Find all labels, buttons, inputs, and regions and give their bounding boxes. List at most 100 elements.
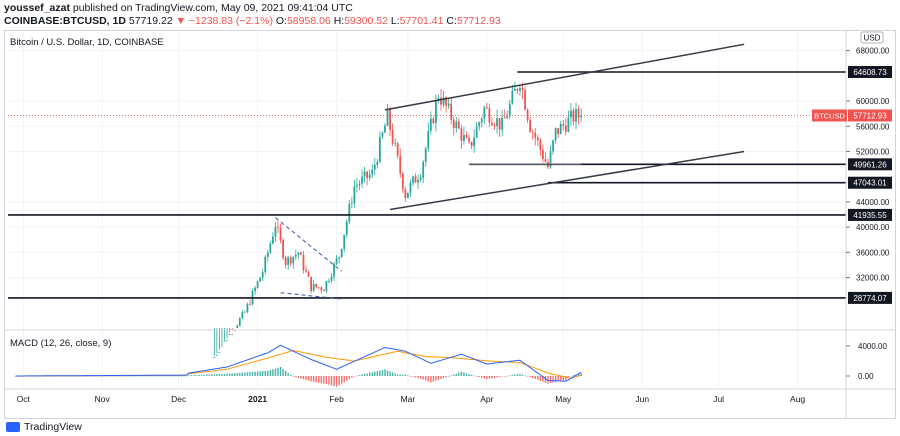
candle-body[interactable] xyxy=(407,192,409,198)
candle-body[interactable] xyxy=(236,325,239,328)
candle-body[interactable] xyxy=(440,97,442,105)
candle-body[interactable] xyxy=(391,129,394,144)
candle-body[interactable] xyxy=(498,118,501,130)
candle-body[interactable] xyxy=(552,140,554,152)
candle-body[interactable] xyxy=(394,143,397,145)
candle-body[interactable] xyxy=(437,97,440,101)
candle-body[interactable] xyxy=(373,164,376,170)
candle-body[interactable] xyxy=(312,283,315,292)
candle-body[interactable] xyxy=(539,140,542,150)
candle-body[interactable] xyxy=(478,122,481,127)
candle-body[interactable] xyxy=(516,88,519,91)
candle-body[interactable] xyxy=(570,110,572,118)
candle-body[interactable] xyxy=(424,148,427,162)
candle-body[interactable] xyxy=(557,128,560,134)
candle-body[interactable] xyxy=(284,257,287,265)
candle-body[interactable] xyxy=(307,271,310,277)
candle-body[interactable] xyxy=(274,226,277,237)
candle-body[interactable] xyxy=(218,352,221,354)
candle-body[interactable] xyxy=(353,186,356,204)
candle-body[interactable] xyxy=(493,125,496,127)
candle-body[interactable] xyxy=(371,169,374,175)
candle-body[interactable] xyxy=(447,103,450,106)
candle-body[interactable] xyxy=(544,159,547,162)
candle-body[interactable] xyxy=(460,128,463,141)
candle-body[interactable] xyxy=(231,334,234,335)
candle-body[interactable] xyxy=(254,287,256,292)
channel-upper-line[interactable] xyxy=(384,43,745,111)
candle-body[interactable] xyxy=(358,183,361,185)
signal-line[interactable] xyxy=(15,349,582,379)
candle-body[interactable] xyxy=(419,177,422,181)
candle-body[interactable] xyxy=(450,103,453,120)
candle-body[interactable] xyxy=(221,346,223,348)
candle-body[interactable] xyxy=(320,287,323,291)
author-name[interactable]: youssef_azat xyxy=(4,2,70,14)
candle-body[interactable] xyxy=(531,131,534,133)
candle-body[interactable] xyxy=(325,281,328,292)
candle-body[interactable] xyxy=(241,312,244,319)
candle-body[interactable] xyxy=(213,357,216,358)
candle-body[interactable] xyxy=(455,121,458,129)
candle-body[interactable] xyxy=(300,252,302,255)
candle-body[interactable] xyxy=(463,135,465,141)
candle-body[interactable] xyxy=(396,143,399,156)
candle-body[interactable] xyxy=(452,119,455,129)
candle-body[interactable] xyxy=(470,141,473,147)
candle-body[interactable] xyxy=(511,90,514,104)
candle-body[interactable] xyxy=(401,173,404,190)
candle-body[interactable] xyxy=(435,100,437,123)
candle-body[interactable] xyxy=(521,87,524,90)
candle-body[interactable] xyxy=(549,151,552,168)
candle-body[interactable] xyxy=(322,290,325,292)
candle-body[interactable] xyxy=(264,256,267,273)
candle-body[interactable] xyxy=(348,203,351,222)
candle-body[interactable] xyxy=(562,123,565,126)
channel-lower-line[interactable] xyxy=(389,150,745,211)
candle-body[interactable] xyxy=(343,234,346,249)
candle-body[interactable] xyxy=(422,161,425,178)
candle-body[interactable] xyxy=(223,340,226,342)
candle-body[interactable] xyxy=(350,203,353,204)
candle-body[interactable] xyxy=(485,107,488,109)
candle-body[interactable] xyxy=(363,171,366,177)
candle-body[interactable] xyxy=(412,176,414,183)
candle-body[interactable] xyxy=(559,123,562,134)
candle-body[interactable] xyxy=(575,108,577,122)
candle-body[interactable] xyxy=(261,272,264,278)
candle-body[interactable] xyxy=(580,115,582,118)
candle-body[interactable] xyxy=(503,117,506,119)
candle-body[interactable] xyxy=(473,137,476,147)
candle-body[interactable] xyxy=(432,118,435,123)
candle-body[interactable] xyxy=(297,252,300,255)
candle-body[interactable] xyxy=(491,122,493,126)
candle-body[interactable] xyxy=(399,155,402,174)
candle-body[interactable] xyxy=(356,184,358,187)
candle-body[interactable] xyxy=(386,108,389,126)
candle-body[interactable] xyxy=(315,283,318,288)
candle-body[interactable] xyxy=(335,258,338,264)
candle-body[interactable] xyxy=(508,103,511,117)
candle-body[interactable] xyxy=(305,269,307,272)
candle-body[interactable] xyxy=(330,276,333,281)
candle-body[interactable] xyxy=(384,125,386,133)
candle-body[interactable] xyxy=(317,287,320,289)
currency-badge[interactable] xyxy=(860,31,884,44)
candle-body[interactable] xyxy=(292,256,295,264)
candle-body[interactable] xyxy=(429,118,432,131)
candle-body[interactable] xyxy=(294,254,297,257)
candle-body[interactable] xyxy=(501,117,504,130)
candle-body[interactable] xyxy=(277,226,279,228)
candle-body[interactable] xyxy=(542,149,544,160)
candle-body[interactable] xyxy=(376,161,379,165)
candle-body[interactable] xyxy=(282,239,284,258)
candle-body[interactable] xyxy=(328,280,330,282)
candle-body[interactable] xyxy=(427,130,430,149)
candle-body[interactable] xyxy=(564,125,567,132)
candle-body[interactable] xyxy=(259,277,262,282)
candle-body[interactable] xyxy=(572,110,575,122)
candle-body[interactable] xyxy=(529,120,532,132)
candle-body[interactable] xyxy=(526,109,529,121)
candle-body[interactable] xyxy=(488,108,491,123)
